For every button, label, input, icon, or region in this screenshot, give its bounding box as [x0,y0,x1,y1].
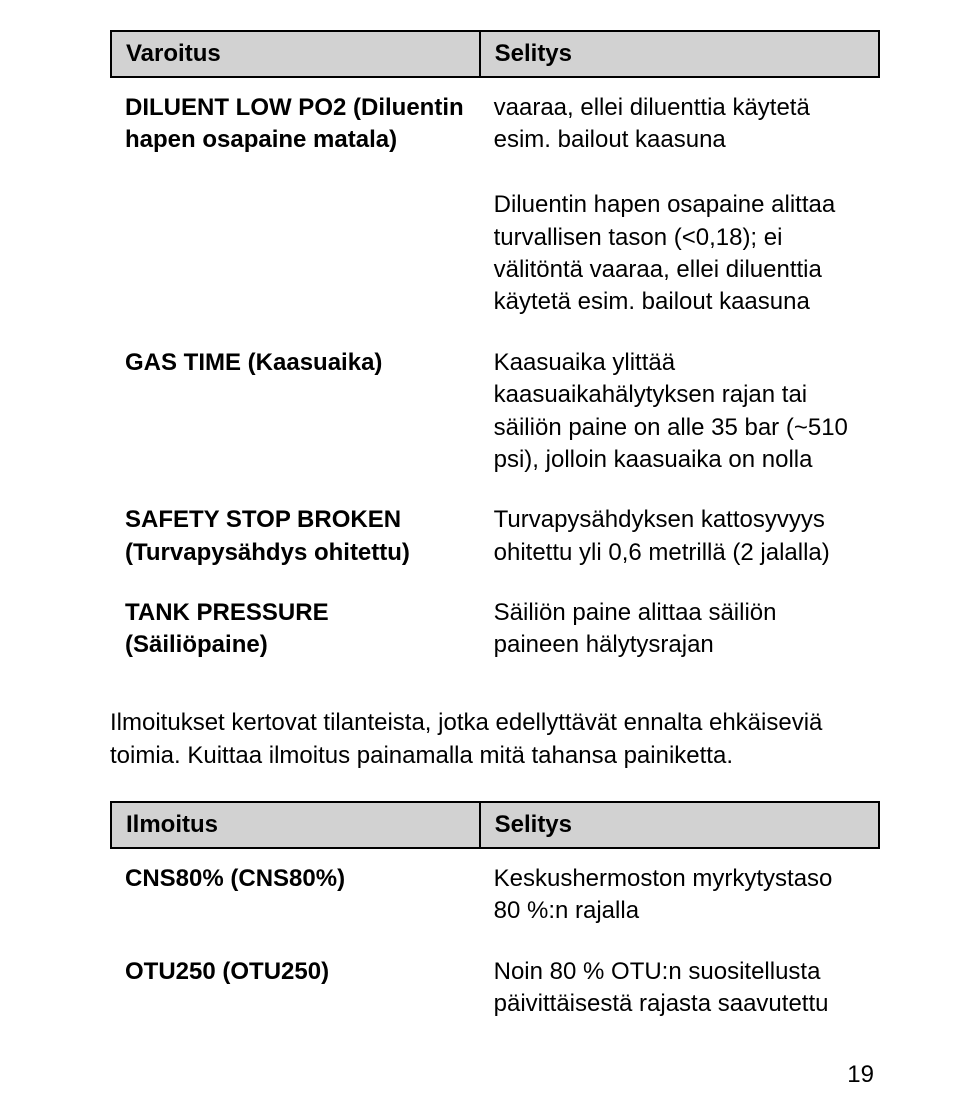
body-paragraph: Ilmoitukset kertovat tilanteista, jotka … [110,706,880,773]
notice-header-left: Ilmoitus [111,802,480,848]
warning-table-header-row: Varoitus Selitys [111,31,879,77]
table-row: OTU250 (OTU250) Noin 80 % OTU:n suositel… [111,942,879,1035]
warning-table: Varoitus Selitys DILUENT LOW PO2 (Diluen… [110,30,880,676]
document-page: Varoitus Selitys DILUENT LOW PO2 (Diluen… [0,0,960,1119]
warning-cell-right: vaaraa, ellei diluenttia käytetä esim. b… [480,77,879,333]
table-row: SAFETY STOP BROKEN (Turvapysähdys ohitet… [111,490,879,583]
notice-cell-left: CNS80% (CNS80%) [111,848,480,942]
table-row: DILUENT LOW PO2 (Diluentin hapen osapain… [111,77,879,333]
warning-cell-left: DILUENT LOW PO2 (Diluentin hapen osapain… [111,77,480,333]
notice-cell-right: Keskushermoston myrkytystaso 80 %:n raja… [480,848,879,942]
notice-table: Ilmoitus Selitys CNS80% (CNS80%) Keskush… [110,801,880,1035]
notice-table-header-row: Ilmoitus Selitys [111,802,879,848]
warning-header-right: Selitys [480,31,879,77]
table-row: GAS TIME (Kaasuaika) Kaasuaika ylittää k… [111,333,879,491]
warning-cell-right: Kaasuaika ylittää kaasuaikahälytyksen ra… [480,333,879,491]
warning-cell-left: SAFETY STOP BROKEN (Turvapysähdys ohitet… [111,490,480,583]
warning-cell-left: TANK PRESSURE (Säiliöpaine) [111,583,480,676]
warning-cell-right: Turvapysähdyksen kattosyvyys ohitettu yl… [480,490,879,583]
warning-table-body: DILUENT LOW PO2 (Diluentin hapen osapain… [111,77,879,676]
notice-header-right: Selitys [480,802,879,848]
notice-cell-right: Noin 80 % OTU:n suositellusta päivittäis… [480,942,879,1035]
warning-header-left: Varoitus [111,31,480,77]
notice-cell-left: OTU250 (OTU250) [111,942,480,1035]
table-row: TANK PRESSURE (Säiliöpaine) Säiliön pain… [111,583,879,676]
table-row: CNS80% (CNS80%) Keskushermoston myrkytys… [111,848,879,942]
warning-cell-right: Säiliön paine alittaa säiliön paineen hä… [480,583,879,676]
notice-table-body: CNS80% (CNS80%) Keskushermoston myrkytys… [111,848,879,1035]
page-number: 19 [110,1061,880,1089]
warning-cell-left: GAS TIME (Kaasuaika) [111,333,480,491]
